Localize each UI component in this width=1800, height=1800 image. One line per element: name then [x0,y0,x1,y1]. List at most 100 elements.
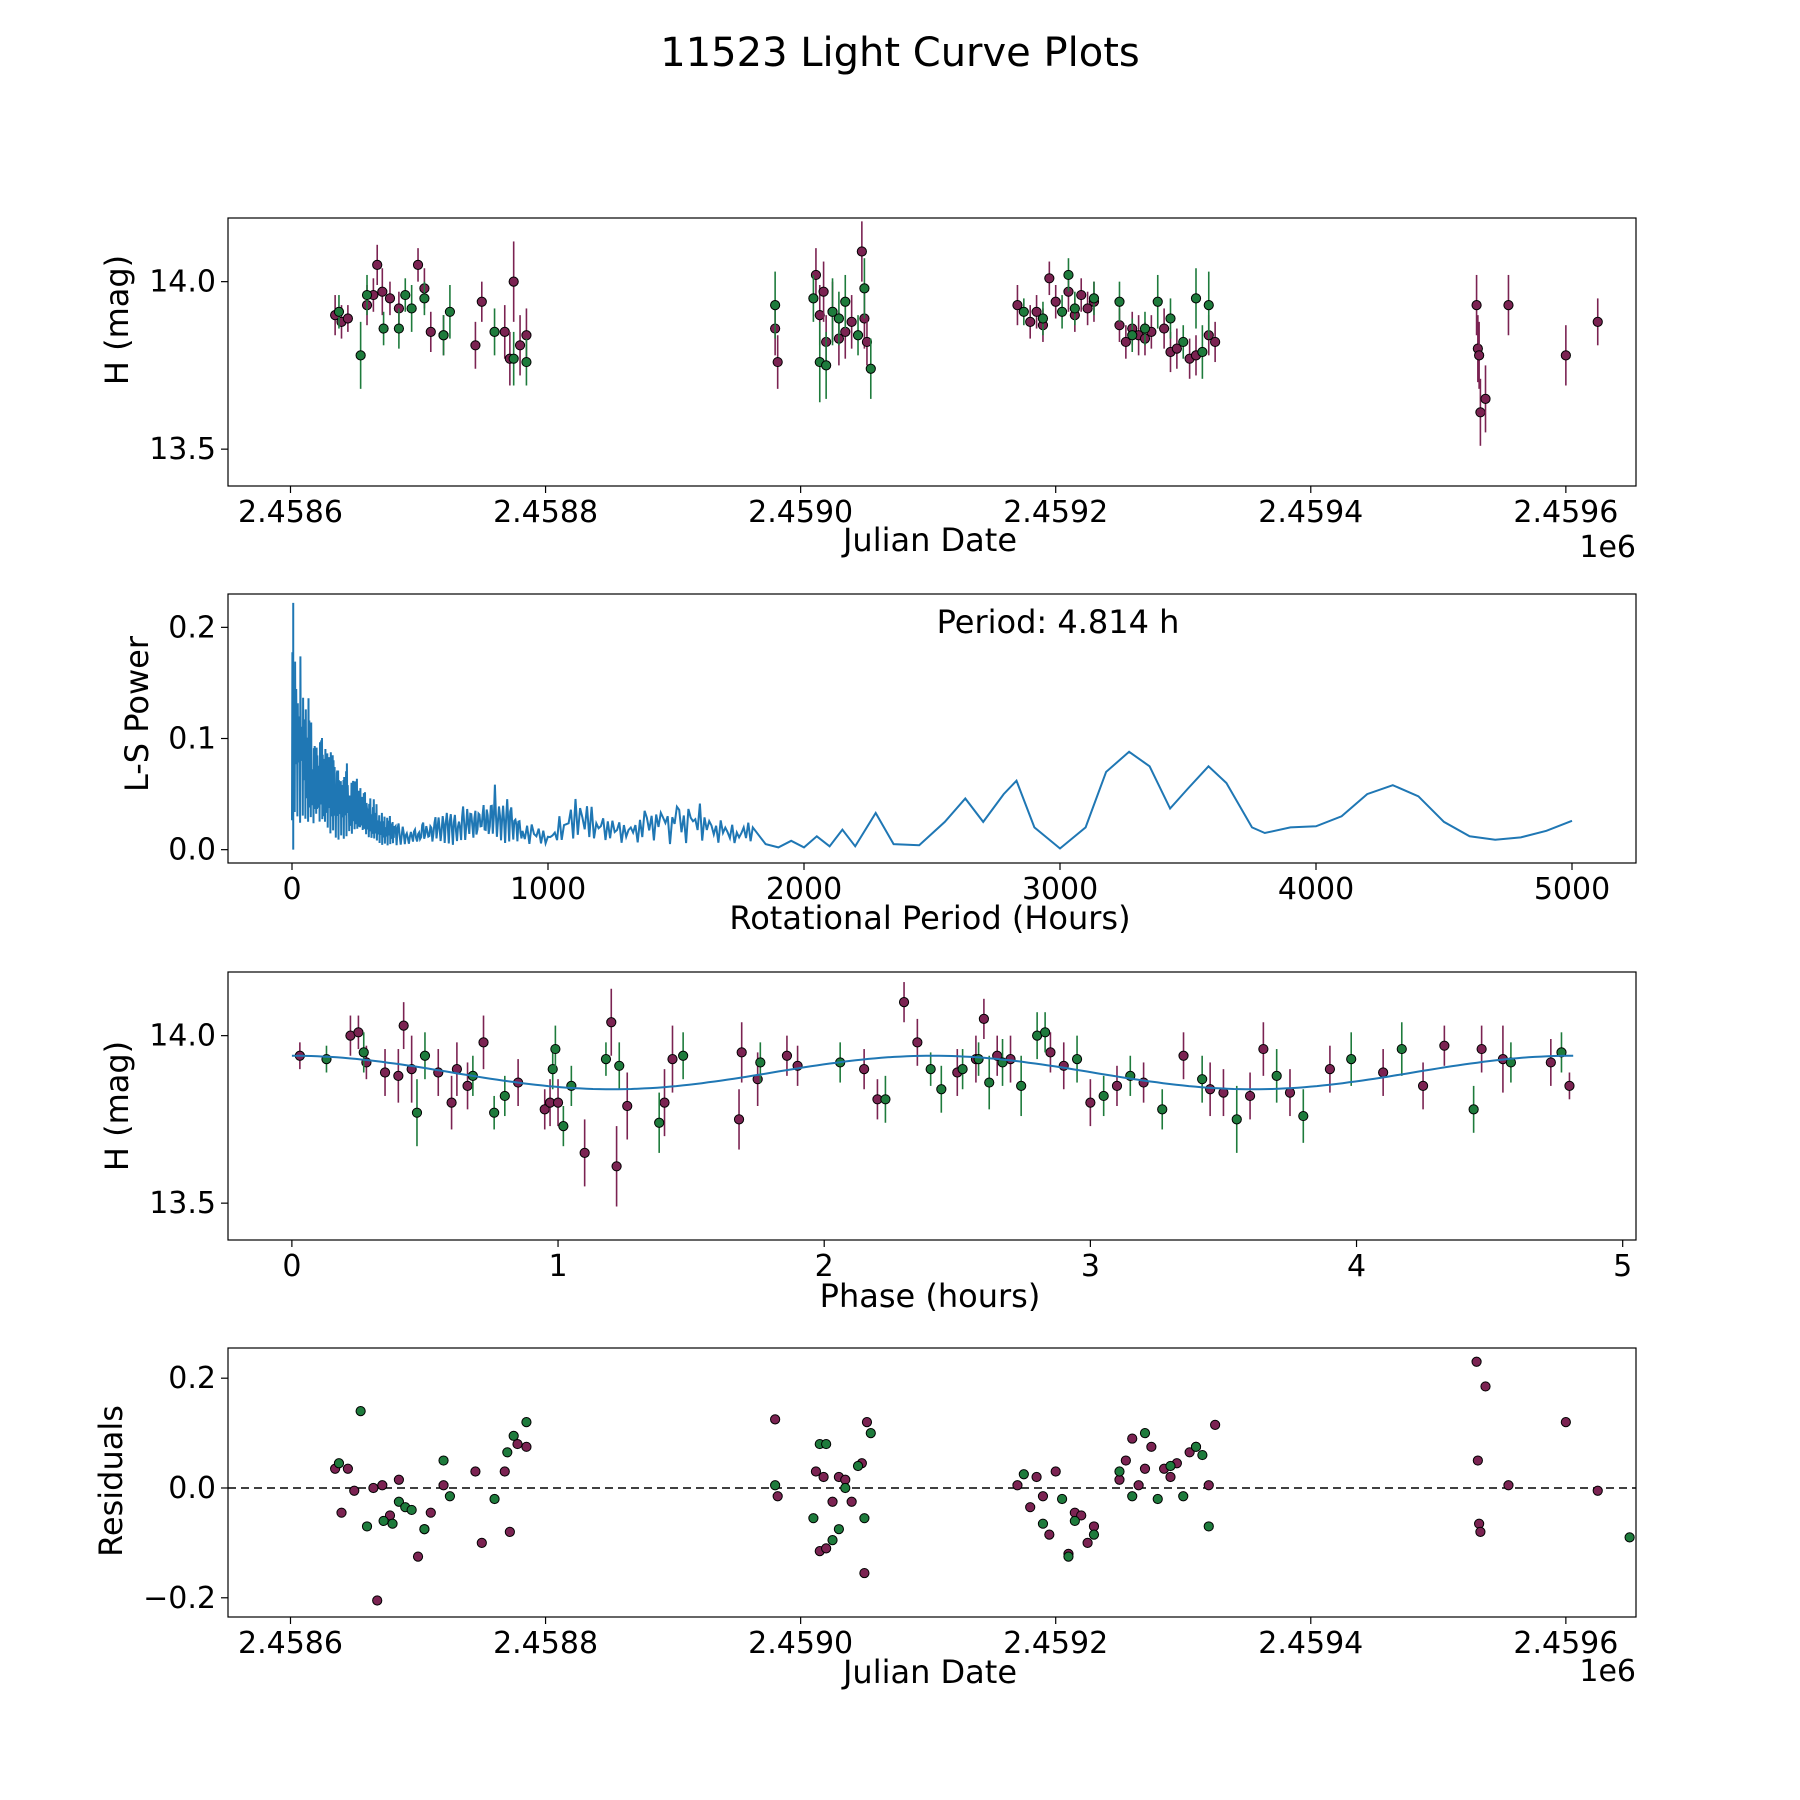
light-curve-point-green [400,289,411,301]
light-curve-point-purple [1560,350,1571,361]
light-curve-offset-label: 1e6 [1579,530,1636,565]
phased-point-green [1556,1047,1567,1058]
light-curve-point-purple [1480,393,1491,404]
phased-point-purple [859,1064,870,1075]
residuals-x-tick-label: 2.4596 [1513,1626,1618,1661]
phased-point-purple [1085,1097,1096,1108]
residuals-point-purple [425,1507,436,1518]
light-curve-y-tick-label: 14.0 [149,265,216,300]
phased-point-purple [1564,1080,1575,1092]
light-curve-panel: Julian Date H (mag) 1e6 2.4586 2.4588 2.45… [98,217,1637,565]
phased-point-green [1040,1027,1051,1038]
phased-y-tick-label: 14.0 [149,1019,216,1054]
residuals-panel: Julian Date Residuals 1e6 2.4586 2.4588 2.… [92,1347,1637,1691]
residuals-point-purple [1475,1526,1486,1538]
residuals-point-purple [342,1463,353,1474]
light-curve-axes-frame [227,217,1637,487]
light-curve-point-purple [1031,306,1042,317]
phased-point-green [1396,1043,1407,1055]
light-curve-point-purple [818,286,829,297]
light-curve-point-purple [372,259,383,270]
light-curve-point-green [1203,300,1214,311]
residuals-point-green [1203,1521,1214,1532]
light-curve-point-purple [772,356,783,368]
phased-point-purple [552,1097,564,1108]
phased-point-purple [379,1067,391,1078]
residuals-y-tick-label: 0.0 [168,1471,216,1506]
light-curve-point-green [808,293,819,304]
light-curve-point-purple [1012,300,1023,311]
residuals-point-purple [1472,1455,1483,1466]
residuals-point-purple [412,1551,424,1562]
residuals-offset-label: 1e6 [1579,1654,1636,1689]
phased-point-green [957,1064,968,1075]
phased-point-purple [1205,1084,1216,1095]
light-curve-point-green [1088,293,1100,304]
residuals-point-purple [372,1595,383,1606]
residuals-point-purple [476,1537,487,1548]
residuals-point-purple [470,1466,481,1477]
light-curve-point-purple [1475,407,1486,418]
phased-point-purple [1178,1050,1189,1061]
phased-point-purple [1258,1043,1269,1055]
light-curve-point-green [333,306,345,317]
phased-point-purple [478,1037,489,1048]
residuals-point-green [333,1458,345,1469]
phased-point-green [984,1077,995,1088]
periodogram-x-tick-label: 2000 [766,872,842,907]
residuals-point-purple [1120,1455,1131,1466]
phased-point-purple [1545,1057,1556,1068]
residuals-point-green [489,1493,500,1505]
residuals-point-green [1127,1491,1138,1502]
residuals-point-green [355,1406,366,1417]
phased-point-purple [1476,1043,1487,1055]
phased-point-purple [393,1070,404,1081]
light-curve-x-tick-label: 2.4594 [1258,495,1363,530]
light-curve-point-green [508,353,519,364]
phased-point-purple [659,1097,670,1108]
phased-point-purple [622,1100,633,1112]
residuals-x-tick-label: 2.4586 [238,1626,343,1661]
residuals-x-tick-label: 2.4594 [1258,1626,1363,1661]
phased-x-tick-label: 0 [282,1249,301,1284]
residuals-point-green [1069,1515,1080,1527]
periodogram-x-tick-label: 3000 [1022,872,1098,907]
light-curve-point-purple [499,326,510,337]
light-curve-ylabel: H (mag) [98,255,136,385]
residuals-point-green [1018,1469,1029,1480]
phased-point-purple [1417,1080,1429,1092]
phased-point-purple [462,1080,473,1092]
residuals-point-green [1178,1491,1189,1502]
phased-point-green [1098,1090,1109,1102]
phased-point-purple [781,1050,793,1061]
residuals-point-purple [1560,1417,1571,1428]
phased-point-green [499,1090,510,1102]
light-curve-point-green [840,296,851,307]
light-curve-point-green [1178,336,1189,348]
residuals-point-purple [1184,1447,1195,1458]
phased-point-green [1231,1114,1242,1125]
light-curve-point-purple [856,246,867,257]
residuals-point-purple [512,1438,523,1450]
light-curve-point-purple [1171,343,1182,354]
phased-point-green [936,1084,947,1095]
residuals-point-purple [1037,1491,1049,1502]
phased-point-green [1071,1054,1083,1065]
light-curve-point-green [770,300,781,311]
residuals-point-purple [1082,1537,1093,1548]
residuals-point-green [1197,1449,1208,1461]
residuals-point-purple [859,1567,870,1579]
light-curve-point-green [1139,323,1151,334]
residuals-point-purple [1012,1480,1023,1491]
light-curve-point-purple [384,293,396,304]
residuals-point-green [393,1496,404,1507]
phased-point-green [973,1054,984,1065]
phased-point-green [1468,1104,1479,1115]
light-curve-point-green [521,356,532,368]
residuals-point-purple [818,1471,829,1483]
residuals-point-green [444,1491,456,1502]
phased-ylabel: H (mag) [98,1041,136,1171]
periodogram-axes-frame [227,593,1637,864]
phased-x-tick-label: 3 [1081,1249,1100,1284]
